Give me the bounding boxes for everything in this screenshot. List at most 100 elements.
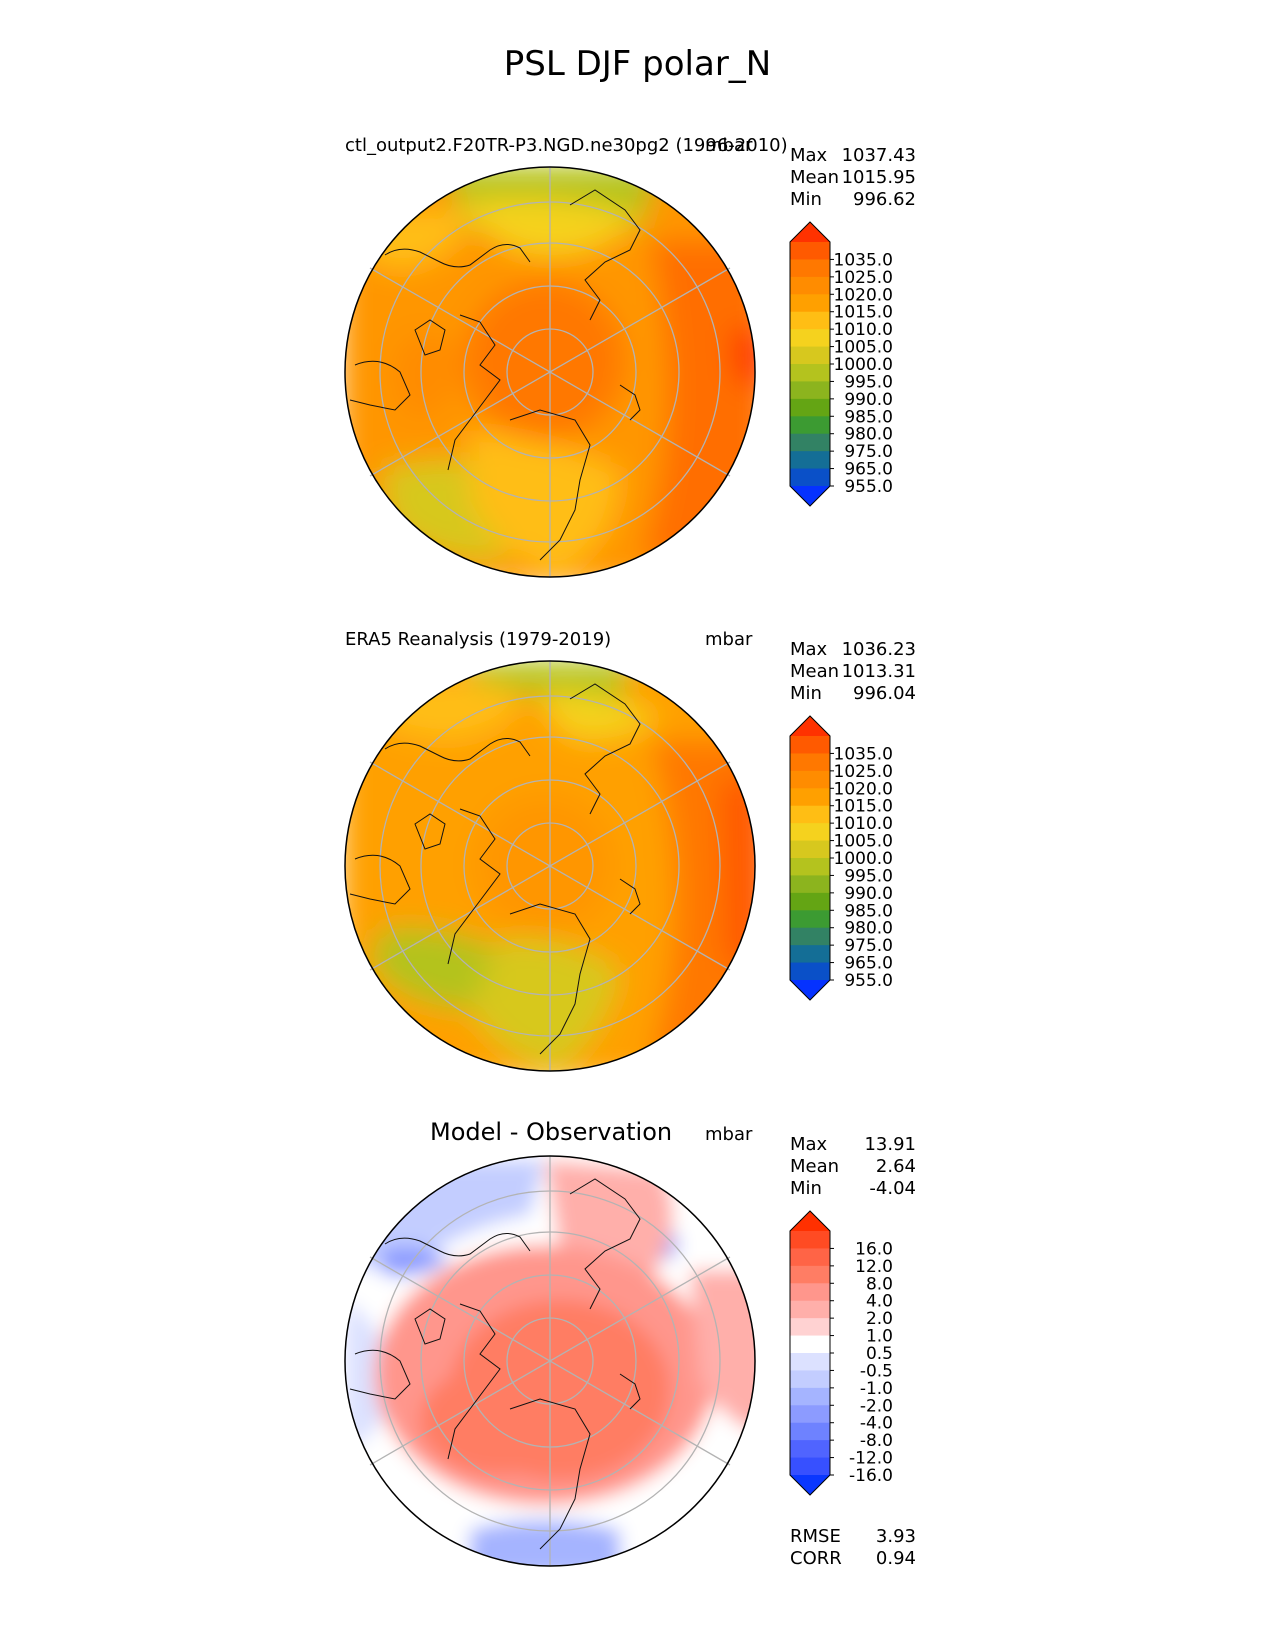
colorbar-tick-label: -1.0 — [860, 1379, 893, 1399]
colorbar-segment — [790, 823, 830, 842]
colorbar-tick-label: 995.0 — [844, 372, 893, 392]
colorbar-tick-label: -4.0 — [860, 1414, 893, 1434]
colorbar-extend-top — [790, 222, 830, 242]
colorbar-segment — [790, 294, 830, 313]
colorbar-tick-label: 1015.0 — [834, 303, 893, 323]
colorbar-segment — [790, 945, 830, 964]
stat-label: Mean — [790, 1156, 840, 1177]
stat-label: Mean — [790, 167, 840, 188]
colorbar-segment — [790, 346, 830, 365]
colorbar-tick-label: 995.0 — [844, 866, 893, 886]
colorbar-tick-label: 1015.0 — [834, 797, 893, 817]
colorbar-tick-label: 16.0 — [855, 1239, 893, 1259]
colorbar-segment — [790, 753, 830, 772]
stat-value: -4.04 — [869, 1178, 916, 1199]
figure-title: PSL DJF polar_N — [503, 44, 772, 84]
colorbar-tick-label: 1005.0 — [834, 338, 893, 358]
colorbar-extend-top — [790, 716, 830, 736]
colorbar-segment — [790, 858, 830, 876]
colorbar-segment — [790, 242, 830, 260]
stat-label: Min — [790, 189, 822, 210]
colorbar-segment — [790, 910, 830, 929]
colorbar-segment — [790, 1248, 830, 1267]
panel-3-title: Model - Observation — [430, 1118, 673, 1146]
colorbar-segment — [790, 892, 830, 911]
colorbar-segment — [790, 927, 830, 946]
panel-1-title: ctl_output2.F20TR-P3.NGD.ne30pg2 (1996-2… — [345, 135, 788, 156]
panel-3-stats: Max 13.91 Mean 2.64 Min -4.04 — [790, 1134, 916, 1200]
colorbar-tick-label: 1010.0 — [834, 814, 893, 834]
colorbar-segment — [790, 1422, 830, 1441]
colorbar-segment — [790, 840, 830, 859]
colorbar-segment — [790, 468, 830, 487]
panel-2-colorbar: 1035.01025.01020.01015.01010.01005.01000… — [789, 715, 893, 1001]
colorbar-tick-label: 1035.0 — [834, 250, 893, 270]
colorbar-segment — [790, 875, 830, 894]
colorbar-tick-label: 2.0 — [866, 1309, 893, 1329]
colorbar-segment — [790, 1283, 830, 1302]
colorbar-extend-bottom — [790, 1475, 830, 1495]
panel-1-colorbar: 1035.01025.01020.01015.01010.01005.01000… — [789, 221, 893, 507]
colorbar-tick-label: 965.0 — [844, 954, 893, 974]
colorbar-segment — [790, 1335, 830, 1354]
panel-2-map — [344, 660, 756, 1072]
stat-label: Max — [790, 639, 828, 660]
stat-value: 13.91 — [864, 1134, 916, 1155]
stat-label: Min — [790, 1178, 822, 1199]
panel-1-units: mbar — [705, 135, 753, 156]
colorbar-tick-label: 0.5 — [866, 1344, 893, 1364]
colorbar-segment — [790, 259, 830, 278]
colorbar-segment — [790, 451, 830, 470]
colorbar-tick-label: 955.0 — [844, 971, 893, 991]
stat-value: 0.94 — [875, 1548, 916, 1569]
colorbar-extend-bottom — [790, 486, 830, 506]
stat-value: 3.93 — [875, 1526, 916, 1547]
colorbar-segment — [790, 1405, 830, 1424]
colorbar-extend-bottom — [790, 980, 830, 1000]
colorbar-tick-label: 990.0 — [844, 390, 893, 410]
panel-2-units: mbar — [705, 629, 753, 650]
colorbar-segment — [790, 1318, 830, 1337]
colorbar-segment — [790, 1387, 830, 1406]
colorbar-segment — [790, 364, 830, 382]
stat-value: 996.62 — [853, 189, 916, 210]
colorbar-segment — [790, 770, 830, 789]
panel-3-units: mbar — [705, 1124, 753, 1145]
colorbar-extend-top — [790, 1211, 830, 1231]
colorbar-tick-label: 975.0 — [844, 442, 893, 462]
colorbar-segment — [790, 962, 830, 981]
colorbar-tick-label: 4.0 — [866, 1292, 893, 1312]
colorbar-tick-label: 1010.0 — [834, 320, 893, 340]
colorbar-tick-label: -0.5 — [860, 1361, 893, 1381]
panel-3-map — [344, 1155, 756, 1567]
colorbar-segment — [790, 1353, 830, 1371]
colorbar-segment — [790, 1457, 830, 1476]
panel-3-footer-stats: RMSE 3.93 CORR 0.94 — [790, 1526, 916, 1570]
colorbar-tick-label: 1025.0 — [834, 762, 893, 782]
colorbar-tick-label: 990.0 — [844, 884, 893, 904]
colorbar-segment — [790, 381, 830, 400]
colorbar-tick-label: 955.0 — [844, 477, 893, 497]
colorbar-tick-label: 12.0 — [855, 1257, 893, 1277]
colorbar-tick-label: 985.0 — [844, 407, 893, 427]
stat-value: 2.64 — [875, 1156, 916, 1177]
colorbar-tick-label: 1.0 — [866, 1327, 893, 1347]
stat-label: Min — [790, 683, 822, 704]
colorbar-tick-label: 1020.0 — [834, 285, 893, 305]
colorbar-tick-label: 980.0 — [844, 425, 893, 445]
colorbar-tick-label: 975.0 — [844, 936, 893, 956]
colorbar-segment — [790, 1440, 830, 1459]
colorbar-segment — [790, 736, 830, 754]
colorbar-segment — [790, 1231, 830, 1249]
colorbar-segment — [790, 398, 830, 417]
stat-label: Max — [790, 145, 828, 166]
stat-value: 1015.95 — [841, 167, 916, 188]
colorbar-segment — [790, 276, 830, 295]
colorbar-segment — [790, 311, 830, 330]
colorbar-segment — [790, 1300, 830, 1319]
colorbar-tick-label: 1000.0 — [834, 355, 893, 375]
colorbar-segment — [790, 805, 830, 824]
colorbar-segment — [790, 433, 830, 452]
colorbar-tick-label: -8.0 — [860, 1431, 893, 1451]
